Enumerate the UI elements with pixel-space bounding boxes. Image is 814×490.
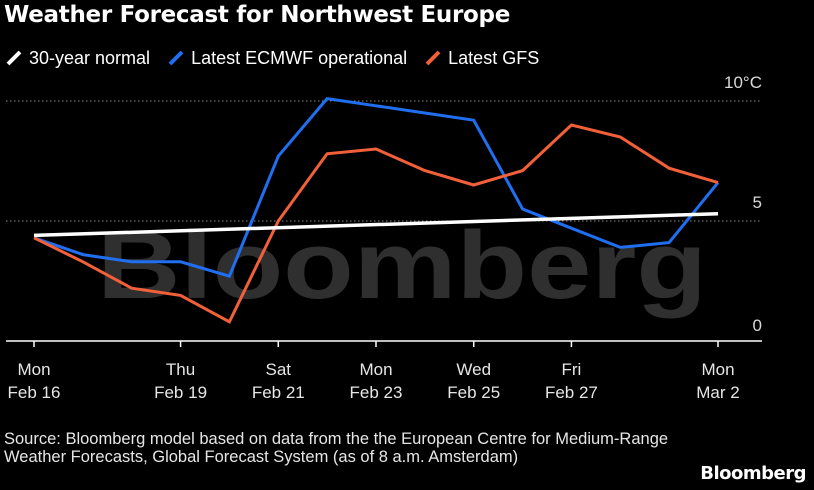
chart-title: Weather Forecast for Northwest Europe [4, 2, 511, 28]
legend-swatch-normal-icon [6, 50, 22, 66]
y-tick-label: 5 [753, 193, 762, 212]
series-line-30-year-normal [33, 212, 719, 238]
x-tick-label-day: Mon [701, 360, 734, 379]
y-tick-label: 0 [753, 316, 762, 335]
legend-label-ecmwf: Latest ECMWF operational [191, 47, 408, 68]
x-tick-label-date: Feb 19 [154, 383, 207, 402]
x-tick-label-date: Feb 21 [252, 383, 305, 402]
legend-item-ecmwf: Latest ECMWF operational [168, 48, 407, 69]
series-line-latest-gfs [33, 123, 719, 324]
bloomberg-logo: Bloomberg [700, 463, 806, 484]
x-tick-label-day: Mon [359, 360, 392, 379]
x-tick-label-date: Feb 25 [447, 383, 500, 402]
y-tick-label: 10°C [724, 73, 762, 92]
legend-label-normal: 30-year normal [29, 47, 151, 68]
x-tick-label-day: Sat [266, 360, 292, 379]
x-tick-label-date: Feb 27 [545, 383, 598, 402]
source-note: Source: Bloomberg model based on data fr… [4, 430, 669, 466]
legend-swatch-gfs-icon [425, 50, 441, 66]
legend-swatch-ecmwf-icon [168, 50, 184, 66]
series-line-latest-ecmwf-operational [33, 96, 720, 279]
x-tick-label-date: Feb 23 [350, 383, 403, 402]
x-tick-label-date: Mar 2 [696, 383, 739, 402]
x-tick-label-day: Fri [562, 360, 582, 379]
legend-item-gfs: Latest GFS [425, 48, 539, 69]
x-tick-label-day: Thu [166, 360, 195, 379]
x-tick-label-day: Wed [456, 360, 491, 379]
x-tick-label-date: Feb 16 [8, 383, 61, 402]
legend-label-gfs: Latest GFS [448, 47, 540, 68]
legend: 30-year normal Latest ECMWF operational … [6, 44, 557, 72]
legend-item-normal: 30-year normal [6, 48, 150, 69]
x-tick-label-day: Mon [17, 360, 50, 379]
